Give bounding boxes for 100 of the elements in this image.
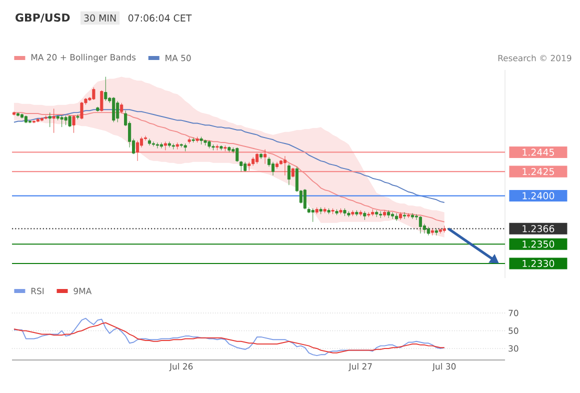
candlestick [184, 143, 187, 152]
candlestick [148, 138, 152, 146]
candlestick [315, 207, 318, 214]
candlestick [32, 120, 36, 124]
candlestick [52, 108, 56, 134]
candlestick [351, 210, 354, 216]
candlestick [160, 142, 163, 149]
candlestick [228, 146, 231, 152]
candlestick [72, 115, 76, 134]
candlestick [252, 156, 255, 166]
candlestick [200, 136, 203, 145]
candlestick [48, 112, 52, 128]
candlestick [391, 212, 394, 220]
candlestick [256, 152, 259, 164]
candlestick [20, 113, 24, 119]
y-tick-label: 1.2400 [522, 192, 554, 200]
candlestick [68, 115, 72, 128]
candlestick [196, 136, 199, 143]
candlestick [442, 226, 446, 233]
candlestick [100, 90, 104, 112]
candlestick [319, 207, 322, 214]
chart-subtitle: 30 MIN [84, 14, 116, 22]
candlestick [192, 137, 195, 143]
candlestick [347, 210, 350, 218]
y-tick-label: 1.2330 [522, 260, 554, 268]
candlestick [208, 140, 211, 149]
candlestick [176, 142, 179, 150]
candlestick [434, 228, 438, 236]
candlestick [323, 207, 326, 214]
candlestick [335, 209, 338, 216]
candlestick [40, 117, 44, 122]
candlestick [116, 100, 120, 122]
y-tick-label: 1.2425 [522, 168, 554, 176]
candlestick [355, 210, 358, 216]
candlestick [152, 141, 155, 147]
candlestick [76, 114, 80, 120]
candlestick [36, 118, 40, 122]
candlestick [16, 112, 20, 117]
text: 07:06:04 CET [128, 14, 192, 22]
candlestick [240, 160, 243, 172]
y-tick-label: 1.2366 [522, 225, 554, 232]
candlestick [275, 162, 279, 169]
candlestick [172, 143, 175, 150]
candlestick [64, 115, 68, 126]
x-tick-label: Jul 26 [169, 363, 193, 372]
candlestick [92, 87, 96, 100]
candlestick [327, 208, 330, 214]
candlestick [104, 76, 108, 102]
candlestick [12, 111, 16, 116]
candlestick [383, 210, 386, 218]
candlestick [395, 212, 398, 222]
candlestick [438, 228, 442, 234]
y-tick-label: 1.2445 [522, 148, 554, 156]
candlestick [406, 212, 410, 218]
candlestick [164, 141, 167, 151]
candlestick [379, 210, 382, 218]
legend-label: RSI [31, 288, 44, 294]
candlestick [367, 212, 370, 218]
candlestick [339, 208, 342, 214]
candlestick [236, 147, 239, 162]
candlestick [112, 96, 116, 122]
candlestick [80, 102, 84, 120]
candlestick [410, 212, 414, 220]
candlestick [44, 115, 48, 120]
candlestick [418, 216, 422, 234]
legend-label: MA 20 + Bollinger Bands [31, 54, 136, 62]
chart-title: GBP/USD [16, 13, 70, 23]
candlestick [224, 145, 227, 152]
y-tick-label: 1.2350 [522, 240, 554, 248]
candlestick [426, 226, 430, 236]
candlestick [387, 210, 390, 218]
candlestick [430, 228, 434, 236]
text: Research © 2019 [498, 54, 572, 62]
candlestick [120, 102, 124, 114]
candlestick [399, 212, 402, 220]
candlestick [343, 208, 346, 216]
candlestick [204, 139, 207, 146]
x-tick-label: Jul 30 [432, 363, 456, 372]
candlestick [244, 162, 247, 172]
candlestick [402, 212, 406, 220]
candlestick [283, 156, 286, 176]
candlestick [371, 209, 374, 216]
candlestick [303, 188, 306, 210]
candlestick [363, 210, 366, 220]
candlestick [375, 210, 378, 218]
candlestick [168, 141, 171, 148]
candlestick [136, 140, 140, 162]
candlestick [24, 115, 28, 124]
candlestick [180, 143, 183, 148]
y-tick-label: 30 [508, 345, 518, 352]
candlestick [60, 115, 64, 128]
legend-label: MA 50 [166, 54, 191, 62]
candlestick [260, 152, 263, 160]
candlestick [359, 210, 362, 216]
y-tick-label: 70 [508, 310, 518, 316]
candlestick [331, 208, 334, 214]
candlestick [188, 137, 191, 144]
candlestick [156, 142, 159, 149]
candlestick [311, 208, 314, 222]
candlestick [287, 164, 290, 186]
